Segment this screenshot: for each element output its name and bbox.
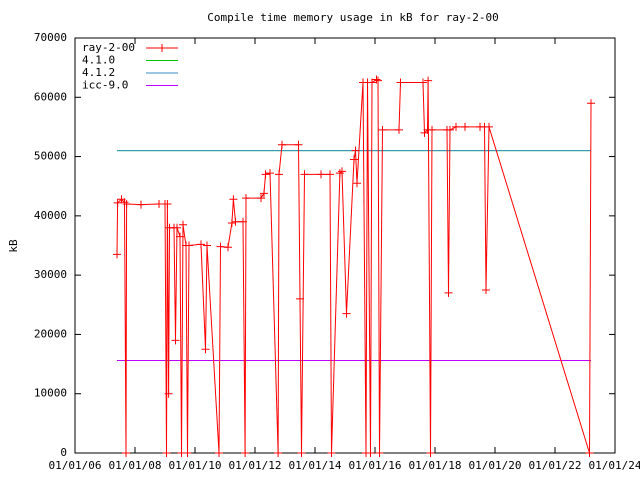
data-point [426, 449, 435, 457]
data-point [482, 285, 490, 294]
legend-marker [158, 44, 166, 52]
data-point [266, 169, 274, 178]
data-point [585, 449, 594, 457]
data-point [179, 220, 187, 229]
legend-label: 4.1.0 [82, 54, 115, 67]
data-point [183, 449, 192, 457]
data-point [122, 200, 131, 208]
data-point [216, 242, 225, 251]
data-point [185, 241, 193, 250]
data-point [176, 232, 184, 241]
x-tick-label: 01/01/24 [589, 459, 640, 472]
data-point [317, 170, 325, 179]
y-tick-label: 0 [60, 446, 67, 459]
data-point [239, 217, 247, 226]
y-tick-label: 60000 [34, 90, 67, 103]
y-tick-label: 40000 [34, 209, 67, 222]
data-point [327, 449, 336, 457]
data-point [428, 125, 436, 134]
data-point [242, 194, 250, 203]
data-point [374, 76, 382, 85]
series-line [116, 78, 592, 454]
data-point [137, 200, 145, 209]
y-tick-label: 10000 [34, 387, 67, 400]
x-tick-label: 01/01/16 [349, 459, 402, 472]
data-point [375, 449, 384, 457]
data-point [275, 170, 283, 179]
data-point [378, 125, 387, 134]
legend-label: icc-9.0 [82, 79, 128, 92]
data-point [396, 78, 405, 87]
data-point [162, 449, 171, 457]
y-tick-label: 30000 [34, 268, 67, 281]
data-point [120, 198, 129, 207]
data-point [113, 198, 122, 207]
data-point [122, 449, 130, 457]
data-point [372, 75, 381, 84]
x-tick-label: 01/01/08 [109, 459, 162, 472]
data-point [297, 449, 306, 457]
data-point [338, 167, 346, 176]
chart-title: Compile time memory usage in kB for ray-… [207, 11, 498, 24]
data-point [164, 389, 173, 398]
data-point [395, 125, 403, 134]
data-point [278, 140, 286, 149]
data-point [353, 179, 361, 188]
x-tick-label: 01/01/14 [289, 459, 342, 472]
data-point [351, 146, 360, 155]
x-tick-label: 01/01/06 [49, 459, 102, 472]
y-tick-label: 50000 [34, 150, 67, 163]
data-point [163, 200, 172, 208]
data-point [587, 99, 595, 108]
data-point [342, 309, 351, 318]
data-point [203, 241, 211, 250]
data-point [215, 449, 223, 457]
data-point [300, 170, 309, 179]
x-tick-label: 01/01/12 [229, 459, 282, 472]
x-tick-label: 01/01/20 [469, 459, 522, 472]
data-point [261, 170, 270, 179]
data-point [257, 194, 265, 203]
y-axis-label: kB [7, 239, 20, 253]
data-point [461, 122, 469, 131]
data-point [294, 140, 303, 149]
data-point [444, 288, 453, 297]
data-point [350, 155, 358, 164]
data-point [296, 294, 304, 303]
data-point [452, 122, 460, 131]
x-tick-label: 01/01/10 [169, 459, 222, 472]
data-point [485, 122, 493, 131]
data-point [171, 336, 180, 345]
data-point [231, 217, 240, 226]
data-point [419, 78, 427, 87]
legend-label: ray-2-00 [82, 41, 135, 54]
legend-label: 4.1.2 [82, 66, 115, 79]
data-point [197, 240, 205, 249]
data-point [424, 76, 433, 85]
y-tick-label: 70000 [34, 31, 67, 44]
data-point [274, 449, 283, 457]
data-point [241, 449, 250, 457]
data-point [113, 250, 121, 259]
plot-border [74, 37, 616, 454]
data-point [224, 243, 232, 252]
y-tick-label: 20000 [34, 327, 67, 340]
data-point [260, 189, 268, 198]
data-point [368, 78, 376, 87]
x-tick-label: 01/01/18 [409, 459, 462, 472]
data-point [229, 195, 238, 204]
data-point [173, 223, 181, 232]
data-point [227, 218, 236, 227]
data-point [201, 345, 210, 354]
x-tick-label: 01/01/22 [529, 459, 582, 472]
data-point [326, 170, 334, 179]
data-point [366, 449, 375, 457]
data-point [335, 169, 344, 178]
data-point [446, 125, 454, 134]
